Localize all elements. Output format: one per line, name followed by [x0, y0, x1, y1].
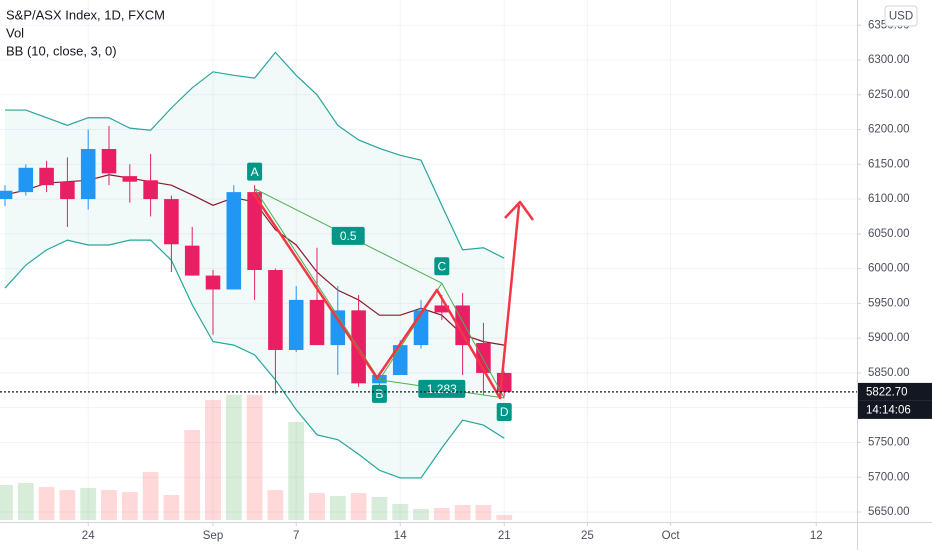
- volume-bar: [142, 472, 159, 520]
- axes: 5650.005700.005750.005800.005850.005900.…: [82, 19, 932, 542]
- y-tick-label: 5650.00: [868, 506, 910, 518]
- candle-body: [80, 149, 96, 200]
- volume-bar: [0, 485, 13, 520]
- point-label: A: [251, 165, 259, 179]
- candle-body: [0, 190, 13, 200]
- y-tick-label: 5750.00: [868, 436, 910, 448]
- candle-body: [60, 181, 75, 200]
- volume-bar: [246, 395, 263, 520]
- volume-bar: [267, 490, 284, 520]
- volume-bar: [288, 422, 305, 520]
- point-box: [371, 384, 387, 403]
- upper-band: [4, 51, 505, 259]
- candle-body: [309, 299, 325, 346]
- volume-pane: [0, 395, 513, 520]
- volume-bar: [121, 492, 138, 520]
- ratio-label: 0.5: [340, 229, 357, 243]
- x-tick-label: 21: [498, 530, 511, 542]
- x-tick-label: 12: [810, 530, 823, 542]
- last-price-label: 5822.70: [866, 386, 908, 398]
- volume-bar: [392, 504, 409, 520]
- candle-body: [288, 299, 304, 350]
- red-zigzag: [251, 192, 521, 400]
- indicator-label: Vol: [6, 25, 24, 40]
- candle-body: [184, 245, 200, 276]
- volume-bar: [38, 487, 55, 520]
- currency-label[interactable]: USD: [889, 11, 913, 23]
- y-tick-label: 5700.00: [868, 471, 910, 483]
- volume-bar: [413, 509, 429, 520]
- volume-bar: [205, 400, 221, 520]
- candle-body: [143, 180, 158, 200]
- volume-bar: [475, 505, 492, 520]
- candle-body: [268, 270, 283, 350]
- point-box: [434, 257, 450, 276]
- candle-body: [39, 167, 54, 186]
- volume-bar: [17, 483, 34, 520]
- lower-band: [4, 239, 505, 479]
- volume-bar: [225, 395, 242, 520]
- candle-body: [18, 167, 34, 193]
- candle-body: [351, 310, 366, 384]
- y-tick-label: 6100.00: [868, 193, 910, 205]
- y-tick-label: 6300.00: [868, 54, 910, 66]
- volume-bar: [329, 496, 346, 520]
- candle-body: [122, 176, 138, 182]
- point-box: [496, 402, 512, 421]
- x-tick-label: 24: [82, 530, 95, 542]
- currency-button[interactable]: [884, 5, 918, 27]
- candle-body: [434, 305, 450, 313]
- candle-body: [247, 192, 262, 271]
- indicator-label: BB (10, close, 3, 0): [6, 43, 117, 58]
- y-tick-label: 5950.00: [868, 297, 910, 309]
- volume-bar: [101, 490, 117, 520]
- candle-body: [205, 275, 221, 290]
- point-label: C: [437, 259, 446, 273]
- volume-bar: [80, 488, 97, 520]
- volume-bar: [371, 497, 388, 520]
- y-tick-label: 6000.00: [868, 263, 910, 275]
- pattern-leg: [441, 282, 505, 399]
- x-tick-label: 14: [394, 530, 407, 542]
- point-label: B: [375, 387, 383, 401]
- countdown-box: [858, 400, 932, 419]
- volume-bar: [454, 505, 471, 520]
- candle-body: [101, 149, 117, 174]
- x-tick-label: Oct: [662, 530, 681, 542]
- volume-bar: [496, 515, 513, 520]
- ratio-label: 1.283: [427, 382, 457, 396]
- x-tick-label: 7: [293, 530, 299, 542]
- grid: [0, 0, 857, 522]
- y-tick-label: 6250.00: [868, 89, 910, 101]
- volume-bar: [309, 493, 325, 520]
- red-arrow-head: [504, 200, 535, 221]
- volume-bar: [184, 430, 201, 520]
- volume-bar: [433, 508, 450, 520]
- x-tick-label: Sep: [203, 530, 223, 542]
- volume-bar: [350, 493, 367, 520]
- candle-body: [226, 192, 242, 290]
- point-label: D: [500, 405, 509, 419]
- y-tick-label: 6150.00: [868, 158, 910, 170]
- y-tick-label: 6050.00: [868, 228, 910, 240]
- x-tick-label: 25: [581, 530, 594, 542]
- hand-drawn-annotation: [251, 192, 535, 400]
- last-price-box: [858, 382, 932, 401]
- countdown-label: 14:14:06: [866, 404, 911, 416]
- y-tick-label: 5900.00: [868, 332, 910, 344]
- candle-body: [164, 199, 179, 245]
- volume-bar: [163, 495, 180, 520]
- chart-title: S&P/ASX Index, 1D, FXCM: [6, 7, 165, 22]
- point-box: [247, 162, 263, 181]
- y-tick-label: 5850.00: [868, 367, 910, 379]
- candle-body: [330, 310, 346, 346]
- y-tick-label: 6200.00: [868, 124, 910, 136]
- ratio-box: [331, 226, 365, 245]
- volume-bar: [59, 490, 76, 520]
- pattern-leg: [254, 188, 380, 381]
- ratio-box: [418, 379, 466, 398]
